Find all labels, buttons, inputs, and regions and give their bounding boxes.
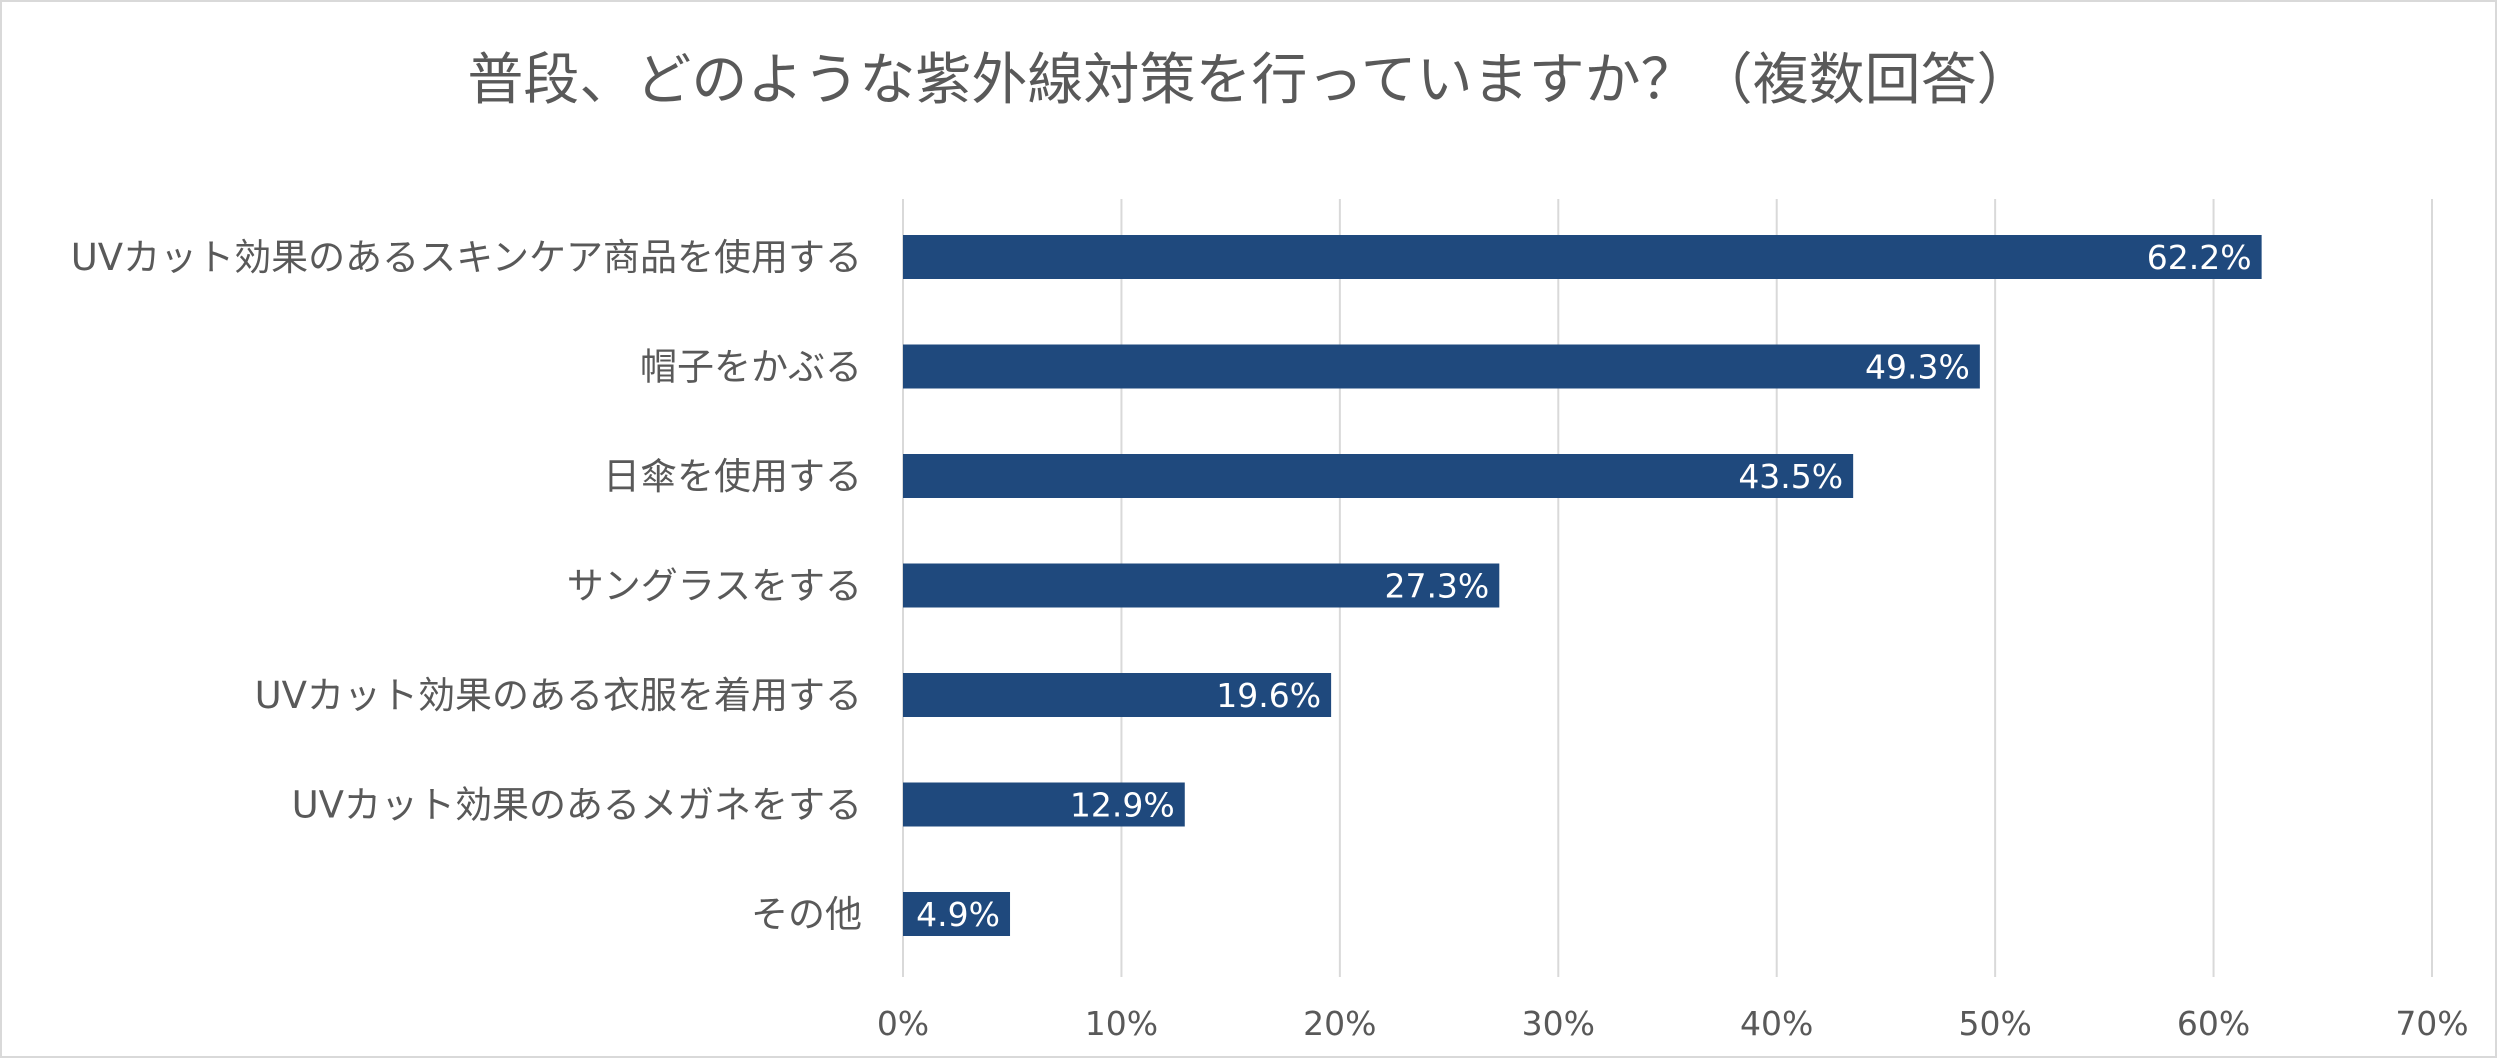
x-tick-label: 70% — [2395, 1004, 2468, 1043]
data-label: 19.6% — [1216, 676, 1321, 715]
bar — [903, 782, 1185, 827]
x-tick-label: 0% — [877, 1004, 929, 1043]
chart-title: 普段、どのような紫外線対策を行っていますか？（複数回答） — [467, 48, 2032, 113]
x-tick-label: 50% — [1958, 1004, 2031, 1043]
data-label: 43.5% — [1738, 457, 1843, 496]
category-label: UVカット効果のある衣服を着用する — [255, 674, 862, 717]
category-label: UVカット効果のあるスキンケア商品を使用する — [71, 236, 862, 279]
bar — [903, 673, 1332, 717]
bar — [903, 454, 1854, 498]
category-label: サングラスをする — [567, 565, 862, 608]
category-label: UVカット効果のあるメガネをする — [292, 784, 862, 827]
data-label: 49.3% — [1865, 348, 1970, 387]
data-label: 62.2% — [2147, 238, 2252, 277]
category-label: 日傘を使用する — [603, 455, 862, 498]
x-tick-label: 60% — [2177, 1004, 2250, 1043]
x-tick-label: 20% — [1303, 1004, 1376, 1043]
bar — [903, 892, 1011, 936]
x-tick-label: 40% — [1740, 1004, 1813, 1043]
category-labels: UVカット効果のあるスキンケア商品を使用する帽子をかぶる日傘を使用するサングラス… — [71, 236, 862, 936]
bar — [903, 344, 1980, 389]
x-tick-label: 10% — [1085, 1004, 1158, 1043]
bar — [903, 563, 1500, 608]
data-labels: 62.2% 49.3% 43.5% 27.3% 19.6% 12.9% 4.9% — [916, 238, 2251, 934]
data-label: 27.3% — [1384, 567, 1489, 606]
bars — [903, 235, 2262, 936]
bar — [903, 235, 2262, 279]
category-label: 帽子をかぶる — [640, 346, 862, 389]
x-tick-label: 30% — [1522, 1004, 1595, 1043]
category-label: その他 — [751, 893, 862, 936]
data-label: 4.9% — [916, 895, 1000, 934]
data-label: 12.9% — [1070, 786, 1175, 825]
x-axis-tick-labels: 0% 10% 20% 30% 40% 50% 60% 70% — [877, 1004, 2469, 1043]
